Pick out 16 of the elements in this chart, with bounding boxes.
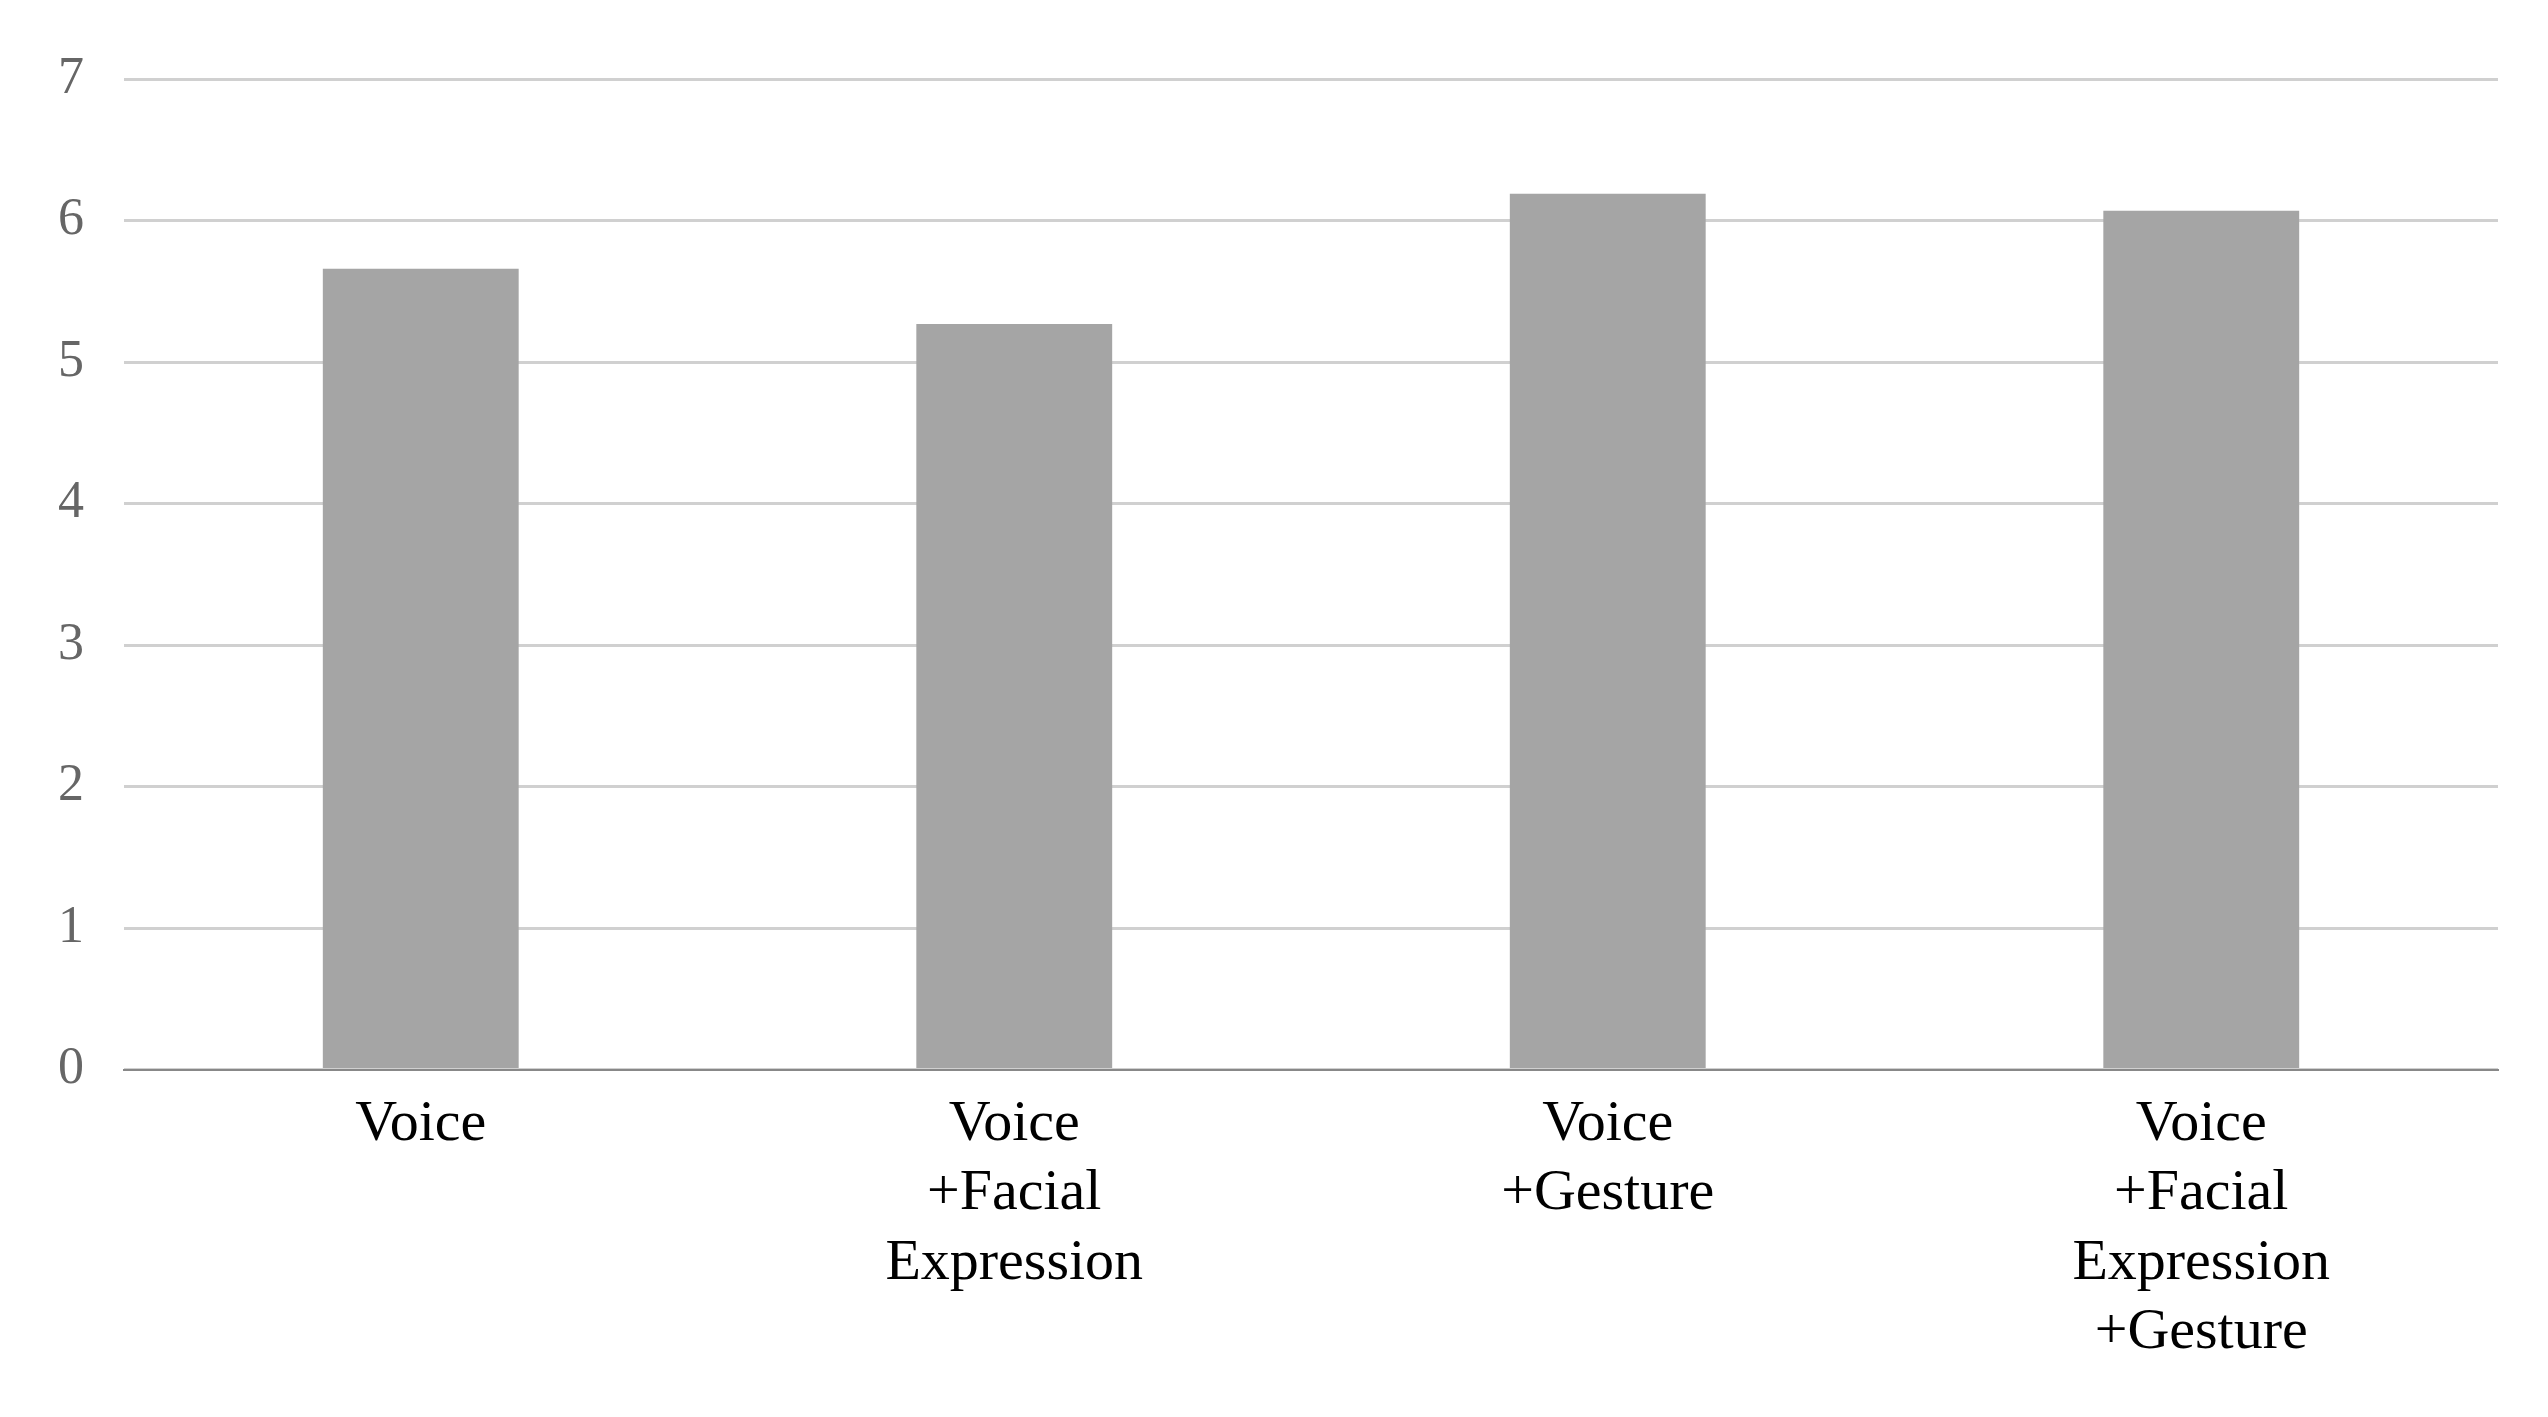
y-tick-label: 1 xyxy=(58,895,84,953)
y-tick-label: 4 xyxy=(58,471,84,529)
x-tick-label: Voice +Facial Expression +Gesture xyxy=(2072,1087,2331,1362)
y-tick-label: 6 xyxy=(58,188,84,246)
y-tick-label: 0 xyxy=(58,1037,84,1095)
bar xyxy=(1509,193,1706,1069)
x-tick-label: Voice +Gesture xyxy=(1501,1087,1715,1223)
y-tick-label: 3 xyxy=(58,612,84,670)
x-tick-label: Voice +Facial Expression xyxy=(885,1087,1144,1292)
bar xyxy=(2103,210,2300,1069)
bar xyxy=(916,323,1113,1069)
bar xyxy=(322,268,519,1069)
x-tick-label: Voice xyxy=(355,1087,487,1153)
y-tick-label: 2 xyxy=(58,754,84,812)
y-tick-label: 5 xyxy=(58,329,84,387)
y-tick-label: 7 xyxy=(58,46,84,104)
